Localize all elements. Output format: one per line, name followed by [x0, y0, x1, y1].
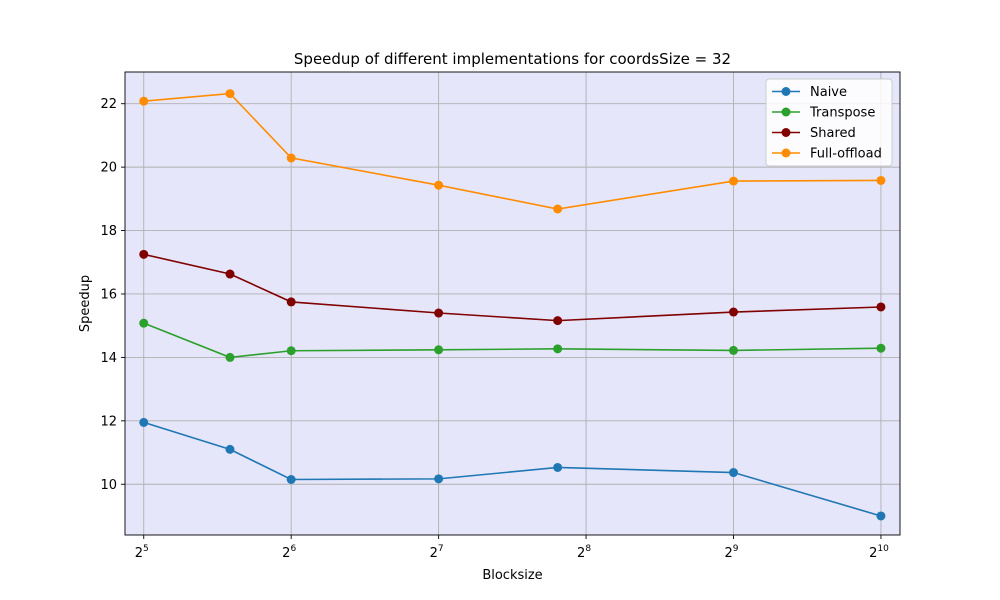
data-point-transpose: [729, 345, 739, 355]
data-point-full-offload: [139, 96, 149, 106]
data-point-shared: [553, 316, 563, 326]
data-point-naive: [729, 468, 739, 478]
y-tick-label: 16: [100, 287, 117, 302]
data-point-naive: [225, 444, 235, 454]
legend-label-transpose: Transpose: [809, 106, 875, 121]
data-point-naive: [434, 474, 444, 484]
y-tick-label: 22: [100, 97, 117, 112]
y-tick-label: 12: [100, 414, 117, 429]
legend: Naive Transpose Shared Full-offload: [765, 78, 893, 167]
x-axis-label: Blocksize: [482, 568, 542, 583]
series-naive: [139, 417, 886, 521]
data-point-transpose: [876, 343, 886, 353]
data-point-shared: [225, 269, 235, 279]
legend-label-shared: Shared: [810, 126, 856, 141]
data-point-full-offload: [225, 89, 235, 99]
x-tick-label: 25: [135, 544, 149, 561]
data-point-shared: [139, 249, 149, 259]
x-tick-label: 28: [577, 544, 591, 561]
legend-marker-transpose: [781, 107, 791, 117]
y-tick-label: 18: [100, 224, 117, 239]
data-point-naive: [876, 511, 886, 521]
data-point-transpose: [434, 345, 444, 355]
legend-entry-transpose: Transpose: [772, 106, 875, 121]
x-tick-label: 210: [869, 544, 889, 561]
series-transpose: [139, 318, 886, 362]
x-tick-label: 29: [724, 544, 738, 561]
y-tick-label: 20: [100, 161, 117, 176]
y-axis-label: Speedup: [78, 275, 93, 332]
x-tick-label: 26: [282, 544, 296, 561]
data-point-full-offload: [434, 180, 444, 190]
data-point-full-offload: [553, 204, 563, 214]
data-point-transpose: [225, 352, 235, 362]
legend-marker-shared: [781, 128, 791, 137]
legend-label-full-offload: Full-offload: [810, 147, 882, 162]
x-tick-label: 27: [430, 544, 444, 561]
series-layer: [139, 89, 886, 521]
data-point-shared: [434, 308, 444, 318]
data-point-transpose: [553, 344, 563, 354]
legend-box: [765, 78, 893, 167]
plot-frame: [124, 71, 901, 536]
data-point-shared: [876, 302, 886, 312]
legend-label-naive: Naive: [810, 85, 847, 100]
data-point-shared: [286, 297, 296, 307]
tick-layer: 25 26 27 28 29 210 10 12 14 16 18 20 22: [100, 97, 889, 561]
data-point-transpose: [286, 346, 296, 356]
data-point-naive: [139, 417, 149, 427]
data-point-naive: [286, 475, 296, 485]
legend-marker-naive: [781, 87, 791, 96]
chart-title: Speedup of different implementations for…: [294, 50, 731, 68]
data-point-naive: [553, 462, 563, 472]
series-full-offload: [139, 89, 886, 214]
data-point-transpose: [139, 318, 149, 328]
y-tick-label: 10: [100, 478, 117, 493]
y-tick-label: 14: [100, 351, 117, 366]
legend-marker-full-offload: [781, 148, 791, 158]
legend-entry-shared: Shared: [772, 126, 856, 141]
data-point-full-offload: [876, 175, 886, 185]
legend-entry-naive: Naive: [772, 85, 847, 100]
data-point-shared: [729, 307, 739, 317]
data-point-full-offload: [286, 153, 296, 163]
legend-entry-full-offload: Full-offload: [772, 147, 882, 162]
series-shared: [139, 249, 886, 326]
data-point-full-offload: [729, 176, 739, 186]
